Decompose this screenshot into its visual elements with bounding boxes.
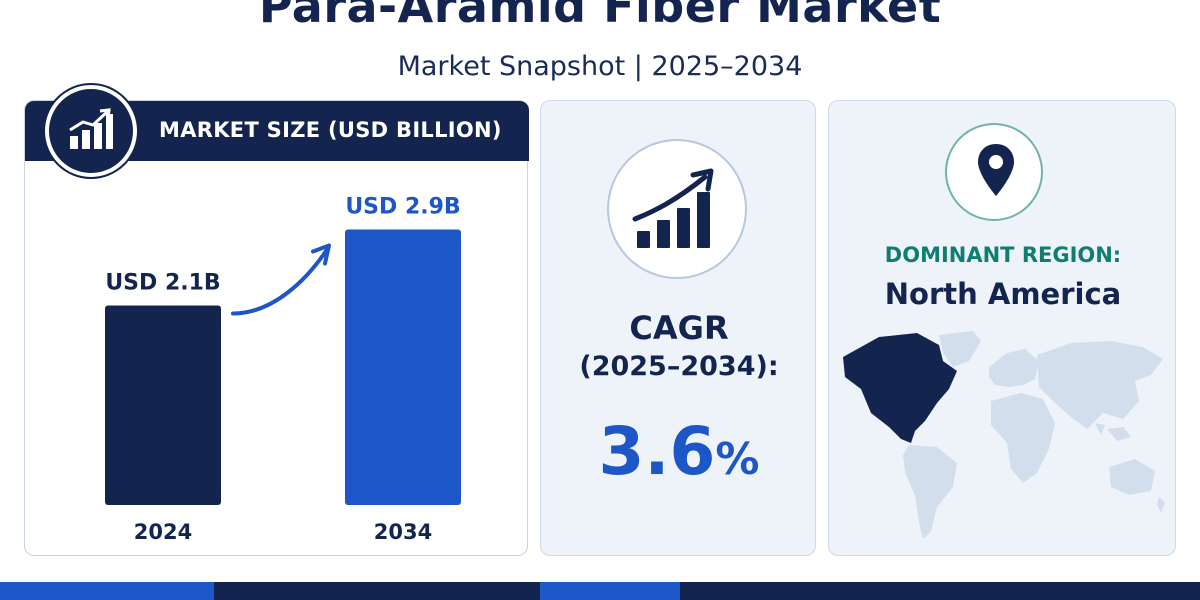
data-label-2034: USD 2.9B (345, 195, 460, 220)
cagr-value-display: 3.6% (541, 413, 817, 490)
x-tick-2034: 2034 (374, 520, 432, 544)
market-size-panel: MARKET SIZE (USD BILLION) USD 2.1B 2024 US… (24, 85, 529, 556)
cagr-period: (2025–2034): (579, 351, 779, 382)
cagr-panel: CAGR (2025–2034): 3.6% (540, 100, 816, 556)
bar-2024 (105, 305, 221, 505)
growth-arrow-head (311, 243, 331, 266)
dominant-region-panel: DOMINANT REGION: North America (828, 100, 1176, 556)
cagr-value: 3.6 (598, 413, 716, 490)
footer-accent-left (0, 582, 214, 600)
dominant-region-heading: DOMINANT REGION: (884, 243, 1122, 267)
page-subtitle: Market Snapshot | 2025–2034 (397, 51, 803, 82)
location-pin-icon (945, 123, 1043, 221)
bar-2034 (345, 229, 461, 505)
dominant-region-name: North America (884, 277, 1122, 311)
world-map-highlight-north-america (843, 333, 957, 443)
growth-arrow (231, 247, 329, 316)
market-size-chart: USD 2.1B 2024 USD 2.9B 2034 (105, 195, 461, 544)
cagr-unit: % (715, 434, 760, 485)
data-label-2024: USD 2.1B (105, 271, 220, 296)
bar-chart-growth-icon (45, 85, 137, 177)
market-size-heading: MARKET SIZE (USD BILLION) (159, 118, 502, 142)
cagr-label: CAGR (629, 309, 729, 347)
x-tick-2024: 2024 (134, 520, 192, 544)
trend-up-chart-icon (607, 139, 747, 279)
world-map (843, 331, 1165, 539)
page-title: Para-Aramid Fiber Market (258, 0, 942, 33)
footer-accent-center (540, 582, 680, 600)
world-map-other-regions (903, 331, 1165, 539)
